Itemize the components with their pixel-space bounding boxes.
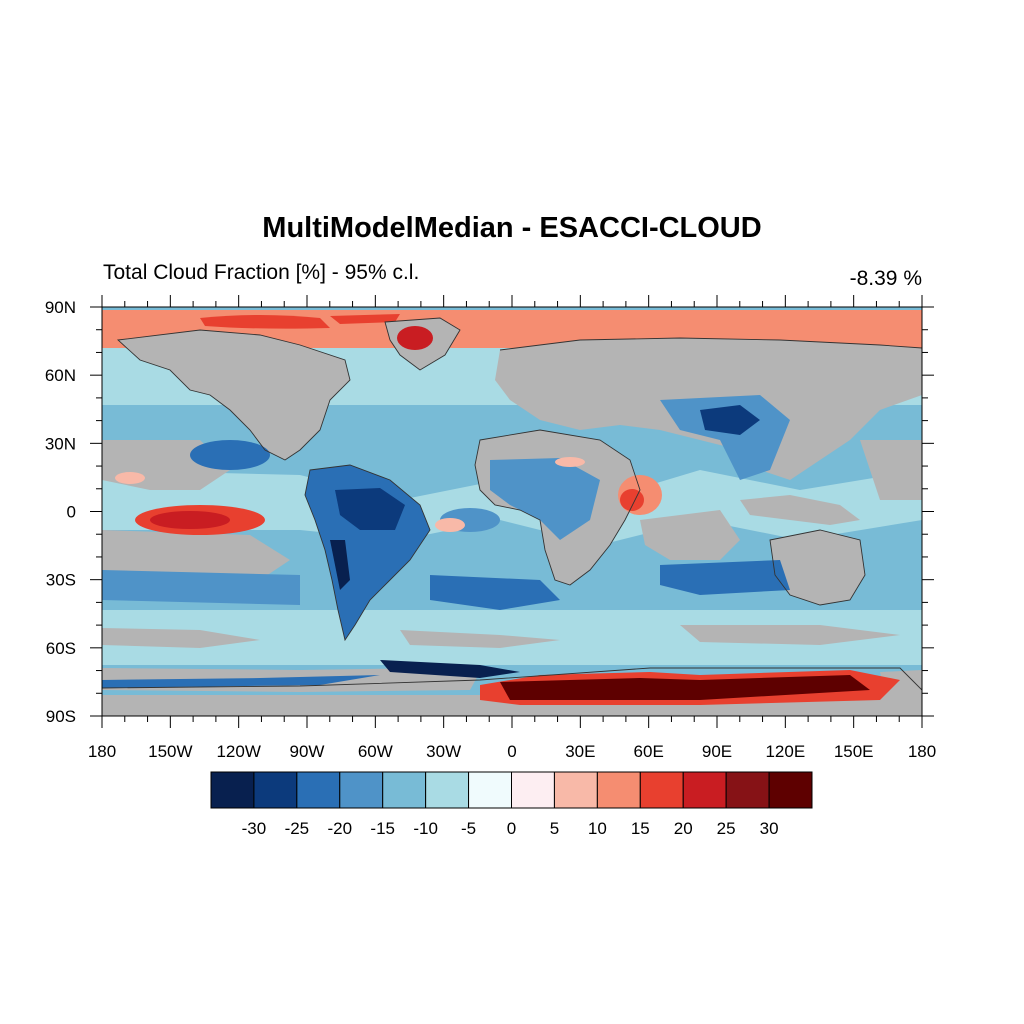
amazon-strong-negative: [335, 488, 405, 530]
lat-tick-label: 90N: [45, 298, 76, 317]
lon-tick-label: 120W: [216, 742, 260, 761]
colorbar-label: 5: [550, 819, 559, 838]
arabian-sea-positive-core: [620, 489, 644, 511]
lat-tick-label: 60S: [46, 639, 76, 658]
lon-tick-label: 30E: [565, 742, 595, 761]
axis-labels: 180 150W 120W 90W 60W 30W 0 30E 60E 90E 120E 150E 18…: [45, 298, 936, 761]
lon-tick-label: 150W: [148, 742, 192, 761]
atlantic-small-positive: [435, 518, 465, 532]
colorbar-swatch: [725, 771, 770, 809]
lon-tick-label: 0: [507, 742, 516, 761]
lon-tick-label: 60W: [358, 742, 393, 761]
south-america-coastal: [330, 540, 350, 590]
colorbar-swatch: [768, 771, 813, 809]
tibet-strong-negative: [700, 405, 760, 435]
colorbar-label: -30: [242, 819, 267, 838]
axis-ticks: [90, 295, 934, 728]
colorbar-label: -25: [285, 819, 310, 838]
colorbar-swatch: [296, 771, 341, 809]
colorbar-label: 15: [631, 819, 650, 838]
asia-negative: [660, 395, 790, 480]
colorbar-swatch: [339, 771, 384, 809]
colorbar-label: 0: [507, 819, 516, 838]
colorbar-label: -5: [461, 819, 476, 838]
africa-negative: [490, 458, 600, 540]
colorbar-label: 25: [717, 819, 736, 838]
colorbar-swatch: [468, 771, 513, 809]
colorbar: [210, 771, 813, 809]
colorbar-label: 10: [588, 819, 607, 838]
colorbar-label: 20: [674, 819, 693, 838]
colorbar-swatch: [210, 771, 255, 809]
colorbar-label: -20: [327, 819, 352, 838]
arctic-strong-positive: [200, 315, 330, 329]
colorbar-label: -10: [413, 819, 438, 838]
colorbar-swatch: [596, 771, 641, 809]
antarctic-negative-rim-2: [102, 675, 380, 688]
plot-subtitle: Total Cloud Fraction [%] - 95% c.l.: [103, 261, 420, 284]
pacific-small-positive: [115, 472, 145, 484]
sahara-small-positive: [555, 457, 585, 467]
colorbar-label: -15: [370, 819, 395, 838]
greenland-positive: [397, 326, 433, 350]
colorbar-swatch: [511, 771, 555, 809]
lon-tick-label: 180: [88, 742, 116, 761]
south-pacific-negative: [102, 570, 300, 605]
lon-tick-label: 60E: [634, 742, 664, 761]
antarctic-negative-rim: [380, 660, 520, 678]
lat-tick-label: 30N: [45, 434, 76, 453]
colorbar-label: 30: [760, 819, 779, 838]
global-mean-value: -8.39 %: [849, 267, 922, 290]
colorbar-swatch: [682, 771, 727, 809]
lat-tick-label: 0: [67, 503, 76, 522]
lon-tick-label: 180: [908, 742, 936, 761]
lat-tick-label: 30S: [46, 571, 76, 590]
east-pacific-positive-core: [150, 511, 230, 529]
map-field: [102, 307, 922, 716]
colorbar-swatch: [382, 771, 427, 809]
arctic-strong-positive-2: [330, 314, 400, 324]
antarctic-positive-core: [500, 675, 870, 700]
north-pacific-negative: [190, 440, 270, 470]
lat-tick-label: 60N: [45, 366, 76, 385]
indian-ocean-negative: [660, 560, 790, 595]
colorbar-labels: -30 -25 -20 -15 -10 -5 0 5 10 15 20 25 30: [242, 819, 779, 838]
colorbar-swatch: [553, 771, 598, 809]
lon-tick-label: 90E: [702, 742, 732, 761]
coastlines: [102, 317, 922, 691]
lon-tick-label: 120E: [765, 742, 805, 761]
colorbar-swatch: [253, 771, 298, 809]
lon-tick-label: 30W: [426, 742, 461, 761]
colorbar-swatch: [425, 771, 470, 809]
plot-title: MultiModelMedian - ESACCI-CLOUD: [262, 212, 762, 244]
colorbar-swatch: [639, 771, 684, 809]
lon-tick-label: 150E: [834, 742, 874, 761]
lon-tick-label: 90W: [290, 742, 325, 761]
lat-tick-label: 90S: [46, 707, 76, 726]
south-atlantic-negative: [430, 575, 560, 610]
